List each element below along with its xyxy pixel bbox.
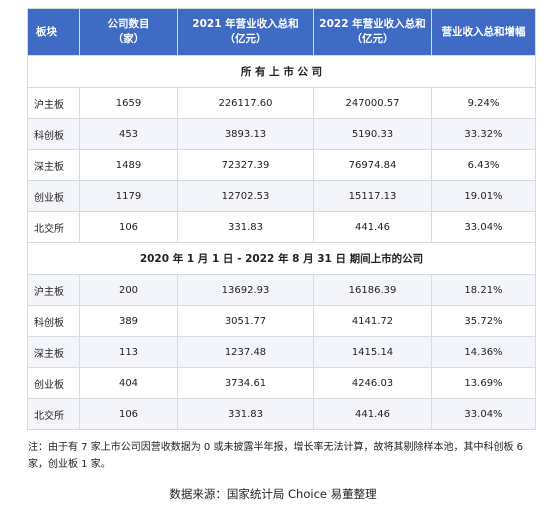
cell-count: 106 <box>79 398 178 430</box>
cell-count: 404 <box>79 367 178 399</box>
cell-revenue-2022: 247000.57 <box>313 87 432 119</box>
section-heading-row: 所 有 上 市 公 司 <box>27 55 536 88</box>
cell-revenue-2022: 76974.84 <box>313 149 432 181</box>
table-row: 创业板 404 3734.61 4246.03 13.69% <box>27 367 536 399</box>
cell-revenue-2022: 15117.13 <box>313 180 432 212</box>
header-growth: 营业收入总和增幅 <box>431 8 536 56</box>
header-revenue-2022-text: 2022 年营业收入总和 （亿元） <box>319 18 426 45</box>
cell-revenue-2021: 1237.48 <box>177 336 314 368</box>
cell-revenue-2021: 3893.13 <box>177 118 314 150</box>
section-title: 所 有 上 市 公 司 <box>27 55 536 88</box>
table-row: 创业板 1179 12702.53 15117.13 19.01% <box>27 180 536 212</box>
cell-revenue-2021: 3051.77 <box>177 305 314 337</box>
data-source: 数据来源：国家统计局 Choice 易董整理 <box>169 487 377 501</box>
table-row: 深主板 1489 72327.39 76974.84 6.43% <box>27 149 536 181</box>
table-row: 沪主板 1659 226117.60 247000.57 9.24% <box>27 87 536 119</box>
cell-revenue-2021: 13692.93 <box>177 274 314 306</box>
table-row: 北交所 106 331.83 441.46 33.04% <box>27 398 536 430</box>
cell-growth: 35.72% <box>431 305 536 337</box>
header-company-count: 公司数目 （家） <box>79 8 178 56</box>
cell-sector: 创业板 <box>27 180 80 212</box>
cell-sector: 科创板 <box>27 305 80 337</box>
cell-revenue-2022: 4246.03 <box>313 367 432 399</box>
cell-count: 389 <box>79 305 178 337</box>
cell-revenue-2021: 12702.53 <box>177 180 314 212</box>
cell-count: 113 <box>79 336 178 368</box>
cell-growth: 14.36% <box>431 336 536 368</box>
header-company-count-text: 公司数目 （家） <box>107 18 150 45</box>
cell-revenue-2022: 16186.39 <box>313 274 432 306</box>
table-header: 板块 公司数目 （家） 2021 年营业收入总和 （亿元） 2022 年营业收入… <box>27 8 536 56</box>
cell-count: 1659 <box>79 87 178 119</box>
table-row: 深主板 113 1237.48 1415.14 14.36% <box>27 336 536 368</box>
cell-revenue-2022: 441.46 <box>313 211 432 243</box>
table-row: 沪主板 200 13692.93 16186.39 18.21% <box>27 274 536 306</box>
header-revenue-2022: 2022 年营业收入总和 （亿元） <box>313 8 432 56</box>
cell-growth: 33.04% <box>431 211 536 243</box>
cell-revenue-2021: 3734.61 <box>177 367 314 399</box>
cell-count: 453 <box>79 118 178 150</box>
footnote: 注：由于有 7 家上市公司因营收数据为 0 或未披露半年报，增长率无法计算，故将… <box>28 442 523 470</box>
section-heading-row: 2020 年 1 月 1 日 - 2022 年 8 月 31 日 期间上市的公司 <box>27 242 536 275</box>
table-row: 北交所 106 331.83 441.46 33.04% <box>27 211 536 243</box>
table-body: 所 有 上 市 公 司 沪主板 1659 226117.60 247000.57… <box>27 55 536 430</box>
cell-revenue-2022: 4141.72 <box>313 305 432 337</box>
cell-sector: 深主板 <box>27 149 80 181</box>
cell-sector: 北交所 <box>27 211 80 243</box>
cell-sector: 深主板 <box>27 336 80 368</box>
revenue-table: 板块 公司数目 （家） 2021 年营业收入总和 （亿元） 2022 年营业收入… <box>27 8 536 430</box>
section-title: 2020 年 1 月 1 日 - 2022 年 8 月 31 日 期间上市的公司 <box>27 242 536 275</box>
cell-growth: 33.32% <box>431 118 536 150</box>
cell-revenue-2021: 226117.60 <box>177 87 314 119</box>
cell-sector: 科创板 <box>27 118 80 150</box>
cell-growth: 19.01% <box>431 180 536 212</box>
cell-growth: 9.24% <box>431 87 536 119</box>
cell-sector: 沪主板 <box>27 274 80 306</box>
cell-count: 1179 <box>79 180 178 212</box>
cell-growth: 6.43% <box>431 149 536 181</box>
cell-revenue-2022: 441.46 <box>313 398 432 430</box>
cell-revenue-2022: 1415.14 <box>313 336 432 368</box>
cell-growth: 18.21% <box>431 274 536 306</box>
cell-count: 200 <box>79 274 178 306</box>
cell-count: 1489 <box>79 149 178 181</box>
header-revenue-2021: 2021 年营业收入总和 （亿元） <box>177 8 314 56</box>
cell-revenue-2021: 331.83 <box>177 398 314 430</box>
cell-revenue-2021: 72327.39 <box>177 149 314 181</box>
table-row: 科创板 389 3051.77 4141.72 35.72% <box>27 305 536 337</box>
table-row: 科创板 453 3893.13 5190.33 33.32% <box>27 118 536 150</box>
cell-sector: 创业板 <box>27 367 80 399</box>
cell-revenue-2022: 5190.33 <box>313 118 432 150</box>
header-sector: 板块 <box>27 8 80 56</box>
cell-growth: 33.04% <box>431 398 536 430</box>
cell-revenue-2021: 331.83 <box>177 211 314 243</box>
cell-growth: 13.69% <box>431 367 536 399</box>
cell-count: 106 <box>79 211 178 243</box>
header-revenue-2021-text: 2021 年营业收入总和 （亿元） <box>192 18 299 45</box>
cell-sector: 北交所 <box>27 398 80 430</box>
cell-sector: 沪主板 <box>27 87 80 119</box>
